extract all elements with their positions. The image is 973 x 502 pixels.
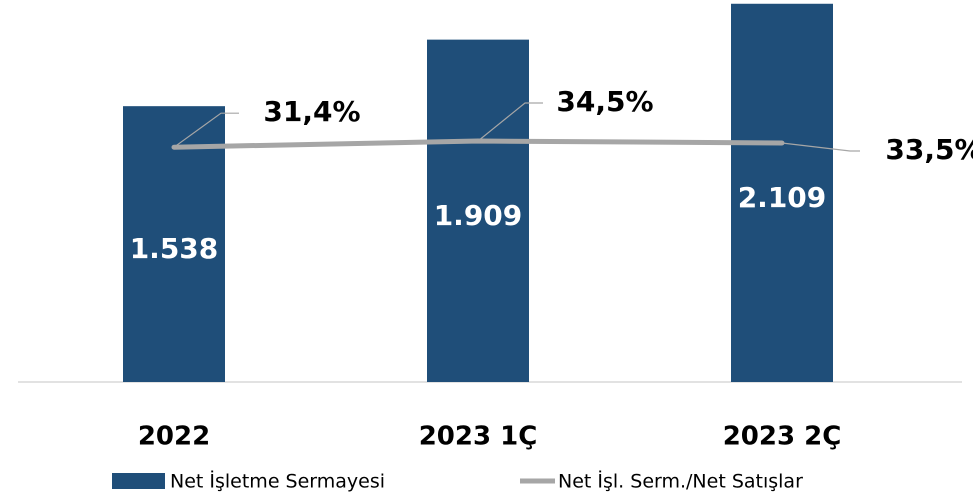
bar-value-label: 1.538 — [130, 232, 219, 265]
leader-line — [477, 102, 543, 142]
x-tick-label: 2023 2Ç — [723, 422, 842, 452]
bar-value-label: 1.909 — [434, 199, 523, 232]
bar-value-label: 2.109 — [738, 181, 827, 214]
bar — [427, 39, 529, 383]
legend-swatch — [112, 473, 165, 489]
bar — [123, 106, 225, 382]
bar — [731, 3, 833, 382]
line-value-label: 31,4% — [263, 95, 360, 128]
line-value-label: 33,5% — [885, 133, 973, 166]
leader-line — [173, 112, 239, 148]
x-tick-label: 2022 — [138, 422, 210, 452]
line-value-label: 34,5% — [556, 85, 653, 118]
legend-label: Net İşletme Sermayesi — [170, 470, 385, 493]
legend-label: Net İşl. Serm./Net Satışlar — [558, 470, 803, 493]
leader-line — [781, 142, 860, 152]
x-tick-label: 2023 1Ç — [419, 422, 538, 452]
